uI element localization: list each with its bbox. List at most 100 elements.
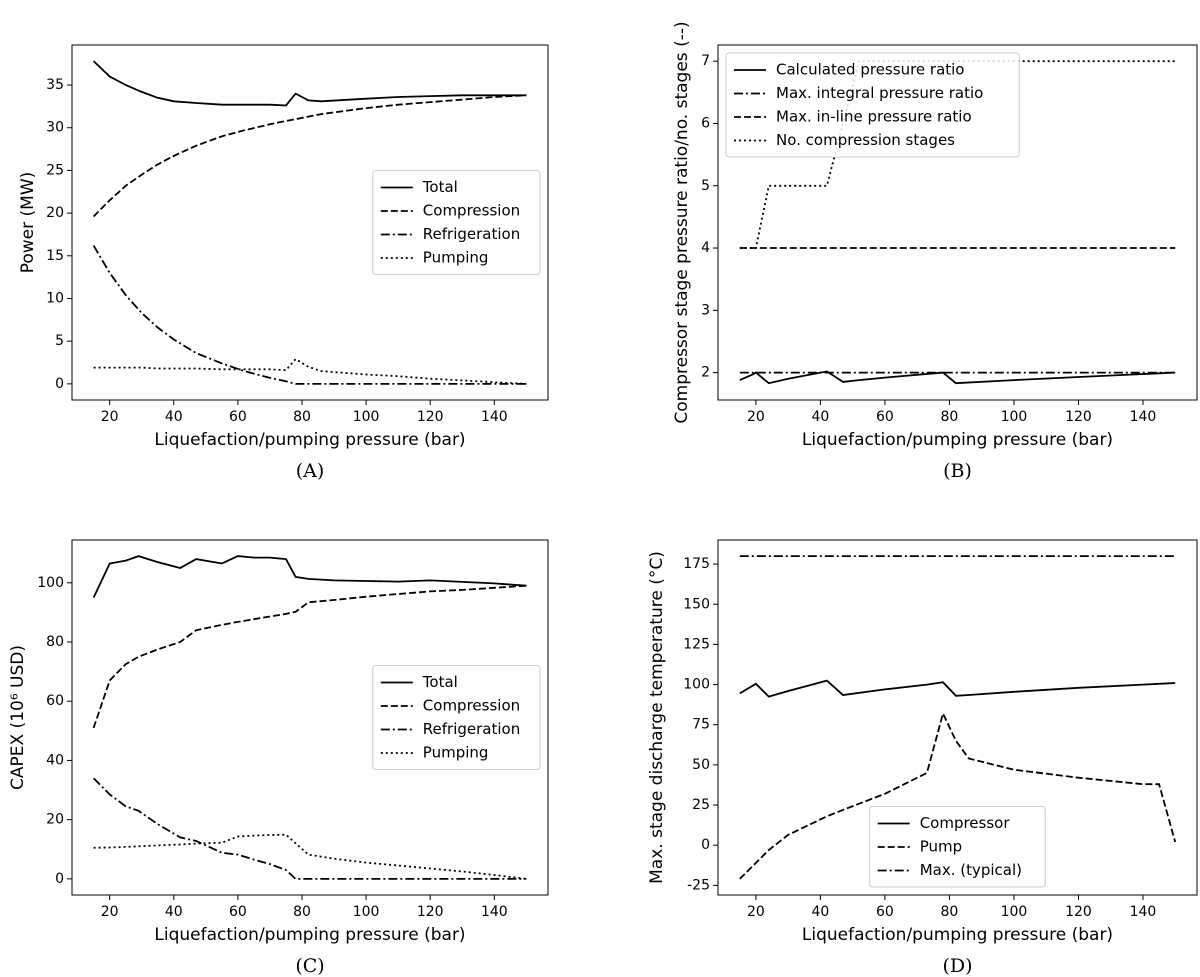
legend-label: Pumping [423,744,489,762]
y-tick-label: 0 [55,871,64,887]
y-tick-label: 20 [46,812,64,828]
y-tick-label: 15 [46,248,64,264]
x-tick-label: 140 [481,904,508,920]
y-tick-label: 40 [46,752,64,768]
panel: 20 40 60 80 100 120 140 0 20 40 60 80 100 Liquefactio… [8,539,549,977]
y-tick-label: 75 [692,717,710,733]
y-tick-label: 7 [701,53,710,69]
x-tick-label: 140 [1130,409,1157,425]
x-tick-label: 40 [165,904,183,920]
x-axis-label: Liquefaction/pumping pressure (bar) [802,430,1113,450]
legend-label: Pump [920,838,962,856]
y-axis-label: CAPEX (10⁶ USD) [8,645,28,790]
y-tick-label: 20 [46,205,64,221]
legend-label: Total [422,673,458,691]
legend-label: Max. (typical) [920,861,1022,879]
x-tick-label: 80 [293,409,311,425]
y-tick-label: 10 [46,290,64,306]
x-tick-label: 40 [811,409,829,425]
series-line [93,833,527,880]
x-axis-label: Liquefaction/pumping pressure (bar) [154,925,465,945]
y-tick-label: 2 [701,365,710,381]
series-line [92,94,527,218]
x-axis-label: Liquefaction/pumping pressure (bar) [802,925,1113,945]
x-tick-label: 20 [101,904,119,920]
y-tick-label: 150 [683,596,710,612]
series-line [92,60,527,107]
legend: Calculated pressure ratio Max. integral p… [725,52,1020,158]
caption: (D) [942,955,972,977]
x-tick-label: 80 [941,904,959,920]
series-line [92,245,527,385]
legend: Compressor Pump Max. (typical) [869,806,1046,888]
y-tick-label: 0 [55,376,64,392]
y-tick-label: 6 [701,115,710,131]
y-tick-label: 5 [701,178,710,194]
x-tick-label: 100 [1001,904,1028,920]
y-tick-label: 3 [701,302,710,318]
y-axis-label: Compressor stage pressure ratio/no. stag… [672,21,692,423]
x-tick-label: 60 [876,904,894,920]
x-tick-label: 80 [941,409,959,425]
y-tick-label: 100 [37,575,64,591]
x-tick-label: 60 [229,904,247,920]
legend-label: Total [422,178,458,196]
legend-box [869,806,1046,888]
legend-label: Refrigeration [423,720,520,738]
plot-frame [717,539,1198,896]
plot-frame [717,44,1198,401]
x-tick-label: 140 [481,409,508,425]
panel: 20 40 60 80 100 120 140 2 3 4 5 6 7 Liquefaction/pump… [672,21,1198,482]
legend: Total Compression Refrigeration Pumping [372,665,541,770]
y-tick-label: 80 [46,634,64,650]
panel: 20 40 60 80 100 120 140 0 5 10 15 20 25 30 35 Liquefact… [18,44,549,482]
x-axis-label: Liquefaction/pumping pressure (bar) [154,430,465,450]
legend-box [725,52,1020,158]
x-tick-label: 120 [417,409,444,425]
x-tick-label: 20 [101,409,119,425]
y-tick-label: 35 [46,77,64,93]
series-line [92,555,527,598]
legend-box [372,665,541,770]
panel: 20 40 60 80 100 120 140 -25 0 25 50 75 100 125 150 175 L… [647,539,1198,977]
x-tick-label: 40 [165,409,183,425]
x-tick-label: 120 [417,904,444,920]
y-tick-label: 125 [683,636,710,652]
legend: Total Compression Refrigeration Pumping [372,170,541,275]
legend-label: Refrigeration [423,225,520,243]
x-tick-label: 60 [876,409,894,425]
legend-label: Calculated pressure ratio [776,61,965,79]
x-tick-label: 100 [353,904,380,920]
caption: (A) [296,460,325,482]
x-tick-label: 20 [747,904,765,920]
series-line [739,710,1177,880]
caption: (C) [295,955,324,977]
legend-label: Compression [423,202,520,220]
caption: (B) [943,460,972,482]
y-tick-label: 60 [46,693,64,709]
y-tick-label: 30 [46,120,64,136]
series-line [739,679,1176,698]
y-axis-label: Max. stage discharge temperature (°C) [647,551,667,884]
y-tick-label: 4 [701,240,710,256]
legend-label: No. compression stages [776,131,955,149]
legend-label: Pumping [423,249,489,267]
x-tick-label: 20 [747,409,765,425]
y-tick-label: 175 [683,556,710,572]
x-tick-label: 80 [293,904,311,920]
x-tick-label: 140 [1130,904,1157,920]
y-tick-label: 50 [692,757,710,773]
y-tick-label: 100 [683,677,710,693]
y-axis-label: Power (MW) [18,172,38,274]
legend-label: Compression [423,697,520,715]
series-line [93,357,527,385]
x-tick-label: 40 [811,904,829,920]
series-line [92,584,527,729]
x-tick-label: 60 [229,409,247,425]
series-line [92,777,527,880]
y-tick-label: 25 [46,162,64,178]
x-tick-label: 120 [1065,904,1092,920]
legend-label: Compressor [920,814,1011,832]
y-tick-label: -25 [687,877,710,893]
